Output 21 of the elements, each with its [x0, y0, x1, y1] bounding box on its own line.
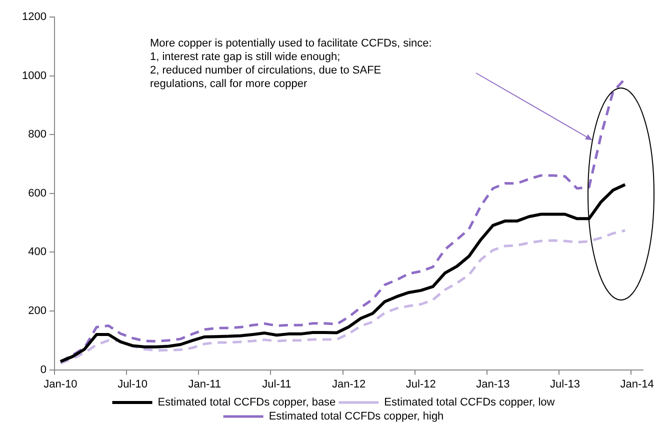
- x-tick-label: Jul-10: [118, 378, 148, 390]
- y-tick-label: 200: [28, 305, 46, 318]
- y-tick-label: 600: [28, 187, 46, 200]
- y-tick-label: 0: [40, 364, 46, 376]
- legend-label: Estimated total CCFDs copper, base: [158, 396, 336, 409]
- y-tick-label: 1000: [22, 70, 46, 82]
- x-tick-label: Jan-12: [332, 378, 366, 390]
- x-tick-label: Jul-13: [550, 378, 580, 390]
- x-tick-label: Jan-14: [620, 378, 654, 390]
- x-tick-label: Jan-13: [476, 378, 510, 390]
- annotation: More copper is potentially used to facilitate CCFDs, since: 1, interest rate gap is still wide enough; 2, reduced number of circulations, due to SAFE regulations, call for more copper: [150, 38, 432, 90]
- legend-label: Estimated total CCFDs copper, high: [268, 410, 444, 423]
- y-tick-label: 800: [28, 128, 46, 141]
- line-series: [59, 229, 626, 365]
- x-tick-label: Jan-10: [44, 378, 78, 390]
- x-tick-label: Jan-11: [188, 378, 222, 390]
- x-tick-label: Jul-11: [262, 378, 292, 390]
- legend-label: Estimated total CCFDs copper, low: [384, 396, 555, 409]
- y-tick-label: 400: [28, 246, 46, 258]
- y-tick-label: 1200: [22, 11, 46, 24]
- x-tick-label: Jul-12: [406, 378, 436, 390]
